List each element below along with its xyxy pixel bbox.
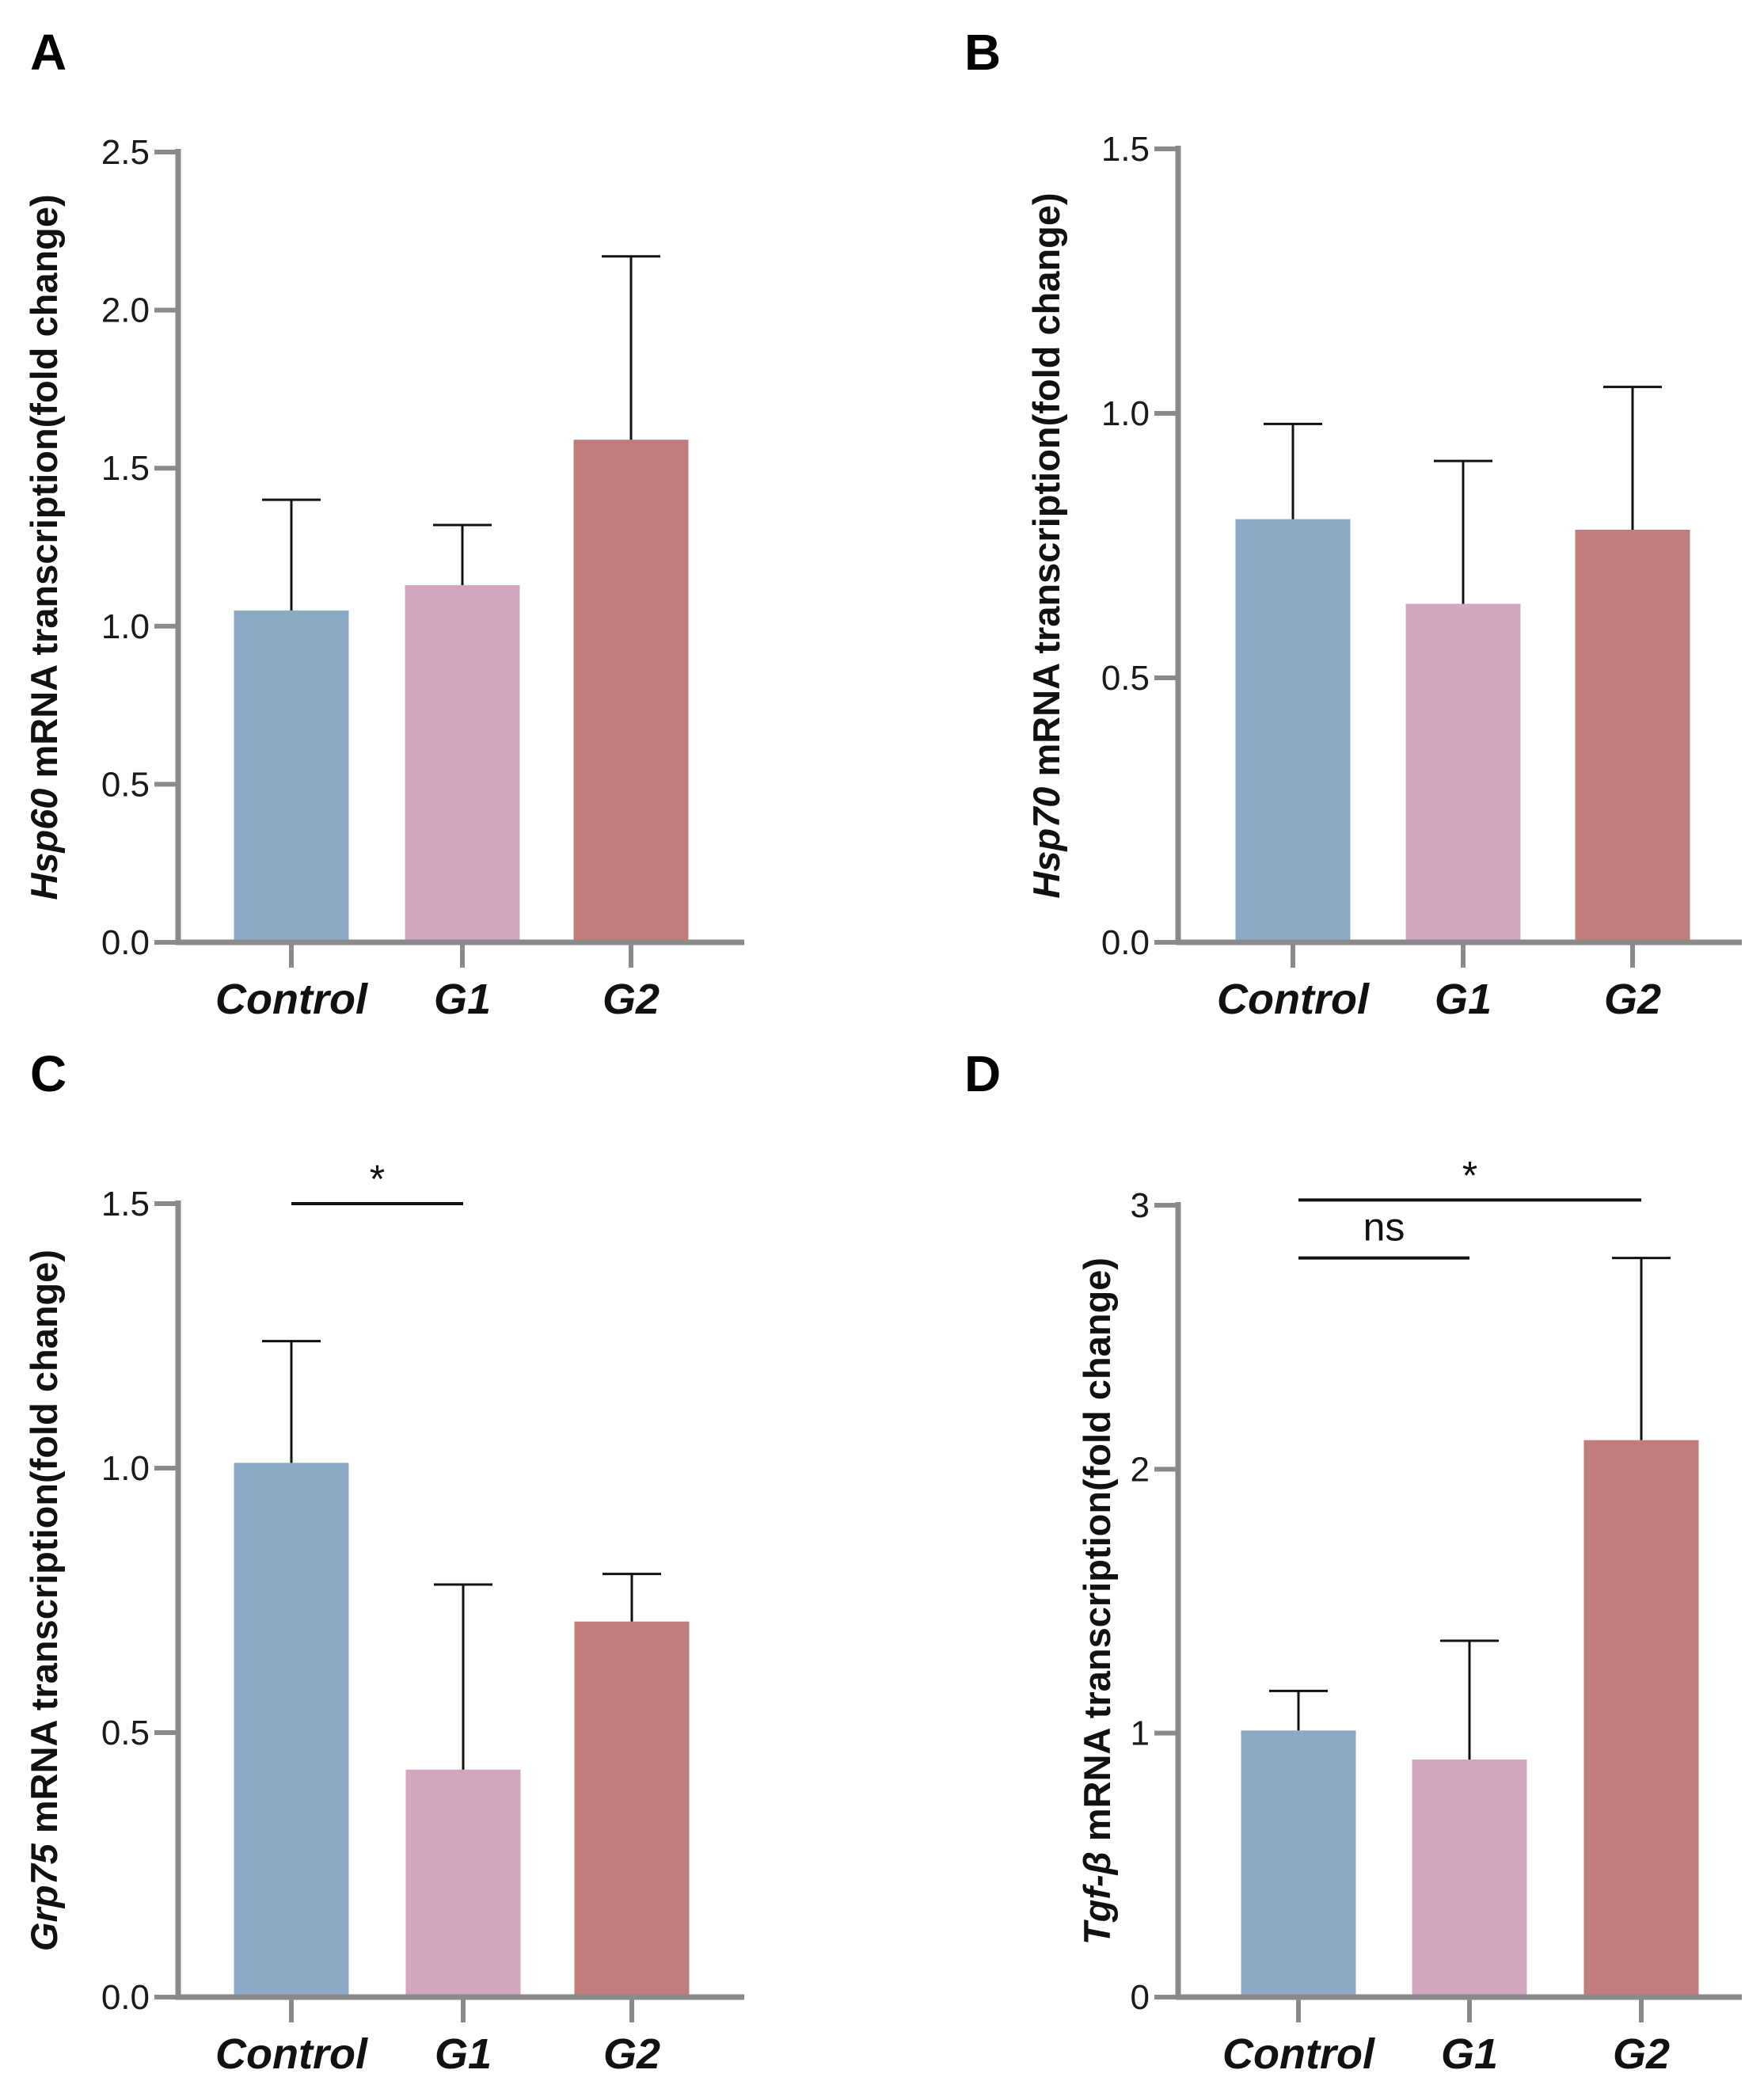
- y-axis-label: Tgf-β mRNA transcription(fold change): [1076, 1257, 1118, 1945]
- x-tick-label-g2: G2: [1613, 2030, 1670, 2078]
- y-tick-label: 1.0: [101, 607, 150, 646]
- errorbar-control: [262, 498, 321, 611]
- x-tick-label-g1: G1: [1441, 2030, 1498, 2078]
- bar-control: [234, 610, 349, 942]
- significance-control-g1: *: [291, 1157, 463, 1205]
- y-tick-label: 0.0: [101, 923, 150, 962]
- y-axis-label-gene: Grp75: [23, 1843, 65, 1951]
- y-axis-label-gene: Hsp70: [1025, 787, 1067, 899]
- bar-g1: [405, 584, 520, 942]
- y-tick-label: 2.5: [101, 133, 150, 172]
- bar-g2: [1575, 529, 1690, 942]
- panel-letter-a: A: [30, 24, 67, 81]
- significance-label: *: [370, 1157, 385, 1201]
- x-tick-label-control: Control: [215, 2030, 368, 2078]
- y-tick-label: 0.0: [1101, 923, 1150, 962]
- x-tick-label-control: Control: [215, 976, 368, 1023]
- x-tick-label-g2: G2: [1604, 976, 1661, 1023]
- errorbar-g2: [602, 255, 660, 440]
- x-tick-label-g2: G2: [603, 2030, 660, 2078]
- y-axis-label-text: mRNA transcription(fold change): [23, 194, 65, 788]
- x-tick-label-g1: G1: [435, 2030, 492, 2078]
- bar-g1: [1412, 1760, 1527, 1997]
- y-axis-label-text: mRNA transcription(fold change): [1076, 1257, 1118, 1851]
- y-axis-label: Hsp70 mRNA transcription(fold change): [1025, 192, 1067, 898]
- errorbar-g2: [1612, 1257, 1671, 1440]
- x-tick-label-g1: G1: [434, 976, 491, 1023]
- y-tick-label: 1.5: [101, 1185, 150, 1223]
- errorbar-g1: [1434, 459, 1492, 604]
- y-tick-label: 0: [1131, 1978, 1150, 2017]
- errorbar-g1: [433, 523, 492, 585]
- x-tick-label-control: Control: [1222, 2030, 1375, 2078]
- panel-a: A 0.0 0.5 1.0 1.5 2.0 2.5 Control G1 G2 Hsp60 mRNA…: [23, 24, 744, 1023]
- y-tick-label: 2: [1131, 1450, 1150, 1489]
- y-axis-label-text: mRNA transcription(fold change): [1025, 192, 1067, 786]
- panel-c: C 0.0 0.5 1.0 1.5 Control G1 G2 Grp75 mRNA trans…: [23, 1045, 744, 2078]
- panel-b: B 0.0 0.5 1.0 1.5 Control G1 G2 Hsp70 mRNA trans…: [964, 24, 1742, 1023]
- y-tick-label: 1.0: [1101, 394, 1150, 433]
- y-axis-label-text: mRNA transcription(fold change): [23, 1250, 65, 1843]
- errorbar-control: [1269, 1689, 1328, 1731]
- significance-label: *: [1462, 1153, 1477, 1197]
- y-tick-label: 1.5: [101, 449, 150, 488]
- bar-g2: [1583, 1440, 1699, 1997]
- y-axis-label-gene: Hsp60: [23, 789, 65, 900]
- errorbar-control: [1264, 422, 1322, 519]
- bar-control: [234, 1463, 349, 1997]
- errorbar-g1: [434, 1583, 492, 1770]
- errorbar-control: [262, 1340, 321, 1463]
- y-tick-label: 0.0: [101, 1978, 150, 2017]
- bar-control: [1235, 519, 1351, 942]
- significance-control-g2: *: [1298, 1153, 1641, 1202]
- bar-control: [1241, 1730, 1356, 1997]
- bar-g1: [405, 1769, 521, 1997]
- bar-g2: [574, 1621, 690, 1997]
- x-tick-label-g1: G1: [1435, 976, 1492, 1023]
- y-tick-label: 0.5: [101, 765, 150, 804]
- errorbar-g1: [1440, 1639, 1499, 1760]
- y-tick-label: 1: [1131, 1714, 1150, 1753]
- x-tick-label-g2: G2: [603, 976, 660, 1023]
- bar-g1: [1405, 603, 1521, 942]
- y-axis-label: Hsp60 mRNA transcription(fold change): [23, 194, 65, 900]
- y-tick-label: 0.5: [1101, 659, 1150, 698]
- panel-letter-b: B: [964, 24, 1001, 81]
- y-tick-label: 1.5: [1101, 130, 1150, 169]
- y-axis-label: Grp75 mRNA transcription(fold change): [23, 1250, 65, 1951]
- y-tick-label: 3: [1131, 1186, 1150, 1225]
- panel-d: D 0 1 2 3 Control G1 G2 Tgf-β mRNA transcription…: [964, 1045, 1742, 2078]
- panel-letter-d: D: [964, 1045, 1001, 1102]
- x-tick-label-control: Control: [1217, 976, 1370, 1023]
- y-axis-label-gene: Tgf-β: [1076, 1851, 1118, 1945]
- y-tick-label: 2.0: [101, 291, 150, 330]
- significance-label: ns: [1363, 1205, 1405, 1250]
- errorbar-g2: [603, 1573, 661, 1622]
- significance-control-g1: ns: [1298, 1205, 1469, 1260]
- errorbar-g2: [1603, 386, 1662, 530]
- bar-g2: [573, 439, 689, 942]
- y-tick-label: 1.0: [101, 1449, 150, 1488]
- y-tick-label: 0.5: [101, 1714, 150, 1752]
- panel-letter-c: C: [30, 1045, 67, 1102]
